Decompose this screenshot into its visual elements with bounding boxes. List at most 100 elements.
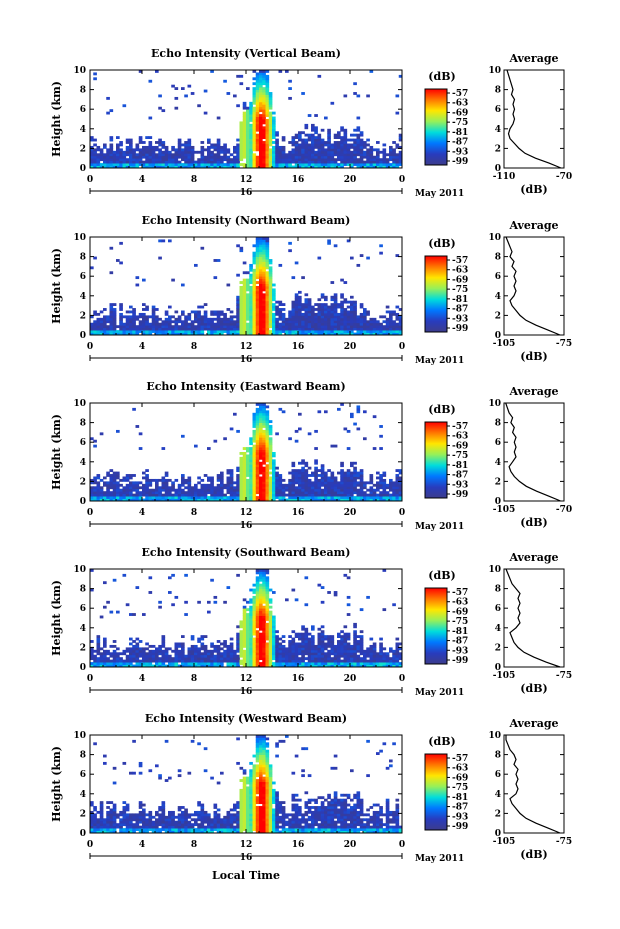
colorbar-tick-label: -87 <box>452 637 468 647</box>
y-tick-label: 8 <box>80 585 86 595</box>
average-title: Average <box>508 717 558 730</box>
x-tick-label: 12 <box>240 342 253 352</box>
avg-y-tick-label: 8 <box>495 253 501 263</box>
x-tick-label: 8 <box>191 508 197 518</box>
colorbar-tick-label: -69 <box>452 108 468 118</box>
x-tick-label: 20 <box>344 508 357 518</box>
panel-1: Echo Intensity (Northward Beam) 0 4 8 12 16 20… <box>50 214 572 366</box>
x-tick-label: 20 <box>344 175 357 185</box>
avg-y-tick-label: 2 <box>495 144 501 154</box>
avg-y-tick-label: 0 <box>495 331 501 341</box>
colorbar-tick-label: -93 <box>452 147 468 157</box>
day-marker: 16 <box>240 355 253 365</box>
heatmap-cells <box>90 237 403 336</box>
colorbar-tick-label: -99 <box>452 656 468 666</box>
average-profile-line <box>505 568 561 668</box>
colorbar-tick-label: -63 <box>452 432 468 442</box>
y-tick-label: 6 <box>80 770 86 780</box>
avg-x-tick-label: -105 <box>493 837 516 847</box>
colorbar-tick-label: -81 <box>452 461 468 471</box>
y-tick-label: 6 <box>80 105 86 115</box>
colorbar-tick-label: -69 <box>452 275 468 285</box>
average-profile-line <box>505 236 561 336</box>
avg-y-tick-label: 10 <box>488 233 501 243</box>
x-tick-label: 8 <box>191 175 197 185</box>
colorbar-tick-label: -69 <box>452 607 468 617</box>
average-x-label: (dB) <box>520 848 547 861</box>
colorbar-tick-label: -93 <box>452 480 468 490</box>
colorbar-tick-label: -87 <box>452 138 468 148</box>
colorbar-tick-label: -75 <box>452 783 468 793</box>
colorbar <box>424 421 448 499</box>
colorbar-tick-label: -57 <box>452 256 468 266</box>
day-marker: 16 <box>240 521 253 531</box>
avg-y-tick-label: 10 <box>488 399 501 409</box>
colorbar-unit: (dB) <box>428 70 455 83</box>
average-title: Average <box>508 219 558 232</box>
x-tick-label: 20 <box>344 674 357 684</box>
x-tick-label: 0 <box>87 175 93 185</box>
average-frame <box>503 734 565 834</box>
y-tick-label: 2 <box>80 477 86 487</box>
heatmap-cells <box>90 403 403 502</box>
y-tick-label: 2 <box>80 311 86 321</box>
date-label: May 2011 <box>415 854 464 864</box>
x-tick-label: 0 <box>87 508 93 518</box>
x-tick-label: 0 <box>399 840 405 850</box>
y-tick-label: 10 <box>73 233 86 243</box>
x-tick-label: 20 <box>344 342 357 352</box>
colorbar-tick-label: -63 <box>452 266 468 276</box>
avg-y-tick-label: 4 <box>495 624 501 634</box>
average-frame <box>503 236 565 336</box>
y-tick-label: 6 <box>80 272 86 282</box>
avg-x-tick-label: -75 <box>556 837 572 847</box>
avg-x-tick-label: -105 <box>493 339 516 349</box>
colorbar-tick-label: -63 <box>452 99 468 109</box>
x-tick-label: 4 <box>139 508 145 518</box>
colorbar-tick-label: -57 <box>452 89 468 99</box>
panel-title: Echo Intensity (Northward Beam) <box>142 214 351 227</box>
x-tick-label: 8 <box>191 674 197 684</box>
colorbar <box>424 255 448 333</box>
y-tick-label: 8 <box>80 86 86 96</box>
y-axis-label: Height (km) <box>50 248 63 324</box>
x-tick-label: 16 <box>292 342 305 352</box>
colorbar-unit: (dB) <box>428 403 455 416</box>
colorbar-tick-label: -93 <box>452 812 468 822</box>
avg-x-tick-label: -75 <box>556 671 572 681</box>
day-marker: 16 <box>240 853 253 863</box>
colorbar-tick-label: -81 <box>452 627 468 637</box>
avg-x-tick-label: -105 <box>493 505 516 515</box>
average-frame <box>503 402 565 502</box>
day-marker: 16 <box>240 687 253 697</box>
y-tick-label: 6 <box>80 438 86 448</box>
avg-y-tick-label: 2 <box>495 809 501 819</box>
average-profile-line <box>506 69 562 169</box>
y-tick-label: 4 <box>80 624 86 634</box>
colorbar-tick-label: -99 <box>452 822 468 832</box>
avg-y-tick-label: 10 <box>488 565 501 575</box>
colorbar-tick-label: -75 <box>452 617 468 627</box>
avg-y-tick-label: 2 <box>495 311 501 321</box>
y-tick-label: 2 <box>80 643 86 653</box>
colorbar-tick-label: -75 <box>452 285 468 295</box>
x-tick-label: 4 <box>139 674 145 684</box>
colorbar-tick-label: -99 <box>452 490 468 500</box>
avg-y-tick-label: 8 <box>495 585 501 595</box>
avg-y-tick-label: 8 <box>495 419 501 429</box>
avg-y-tick-label: 0 <box>495 497 501 507</box>
x-tick-label: 12 <box>240 508 253 518</box>
y-axis-label: Height (km) <box>50 580 63 656</box>
colorbar-tick-label: -93 <box>452 646 468 656</box>
x-tick-label: 0 <box>399 674 405 684</box>
y-tick-label: 4 <box>80 790 86 800</box>
y-tick-label: 2 <box>80 144 86 154</box>
x-tick-label: 4 <box>139 175 145 185</box>
avg-y-tick-label: 4 <box>495 458 501 468</box>
x-tick-label: 0 <box>399 508 405 518</box>
panel-2: Echo Intensity (Eastward Beam)0 4 8 12 16 20 0… <box>50 380 572 532</box>
y-tick-label: 10 <box>73 66 86 76</box>
avg-y-tick-label: 4 <box>495 292 501 302</box>
avg-x-tick-label: -110 <box>493 172 516 182</box>
colorbar-tick-label: -75 <box>452 118 468 128</box>
